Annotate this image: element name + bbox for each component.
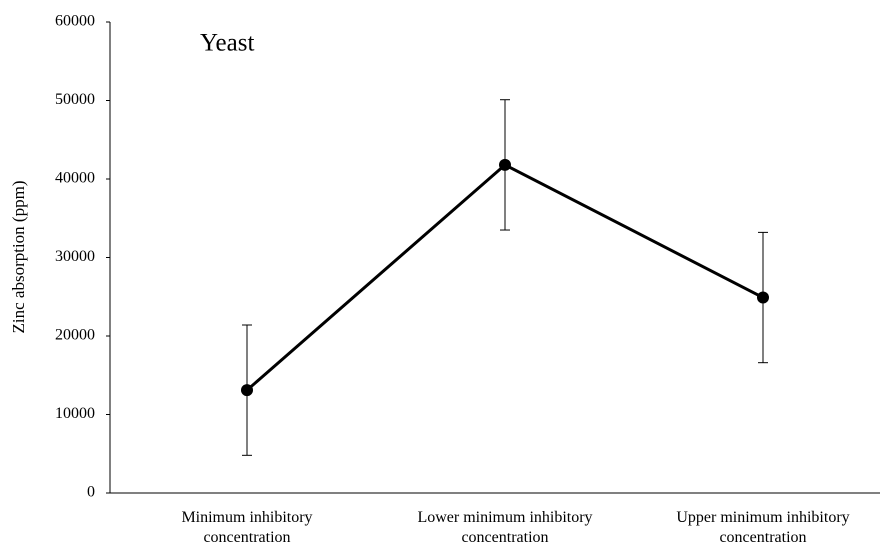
- y-tick-label: 0: [87, 484, 95, 501]
- y-tick-label: 30000: [55, 248, 95, 265]
- y-axis-title: Zinc absorption (ppm): [9, 181, 28, 334]
- y-tick-label: 50000: [55, 91, 95, 108]
- y-tick-label: 60000: [55, 13, 95, 30]
- marker: [241, 384, 253, 397]
- y-tick-label: 20000: [55, 327, 95, 344]
- y-tick-label: 10000: [55, 405, 95, 422]
- annotation: Yeast: [200, 30, 254, 57]
- x-tick-label: Lower minimum inhibitory concentration: [417, 509, 593, 546]
- x-tick-label: Minimum inhibitory concentration: [181, 509, 313, 546]
- x-tick-label: Upper minimum inhibitory concentration: [676, 509, 850, 546]
- marker: [499, 158, 511, 171]
- y-tick-label: 40000: [55, 170, 95, 187]
- marker: [757, 291, 769, 304]
